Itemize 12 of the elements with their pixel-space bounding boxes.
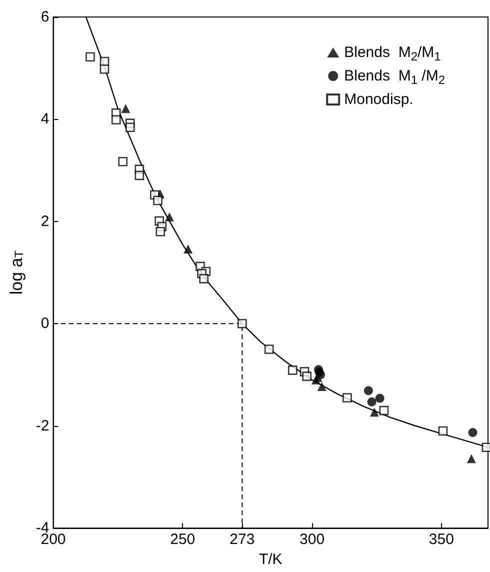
x-tick-label: 300 [300,531,325,548]
x-axis-title: T/K [258,551,282,568]
x-tick-label: 250 [170,531,196,548]
y-tick-label: 6 [40,8,50,26]
y-tick-label: -2 [36,417,50,434]
legend-label: Monodisp. [344,91,414,108]
y-tick-label: 4 [40,110,50,128]
x-tick-label: 273 [230,531,255,548]
y-tick-label: 0 [40,315,50,332]
y-axis-title: log aT [7,250,26,295]
x-tick-label: 350 [428,531,454,548]
y-tick-label: 2 [40,212,50,230]
